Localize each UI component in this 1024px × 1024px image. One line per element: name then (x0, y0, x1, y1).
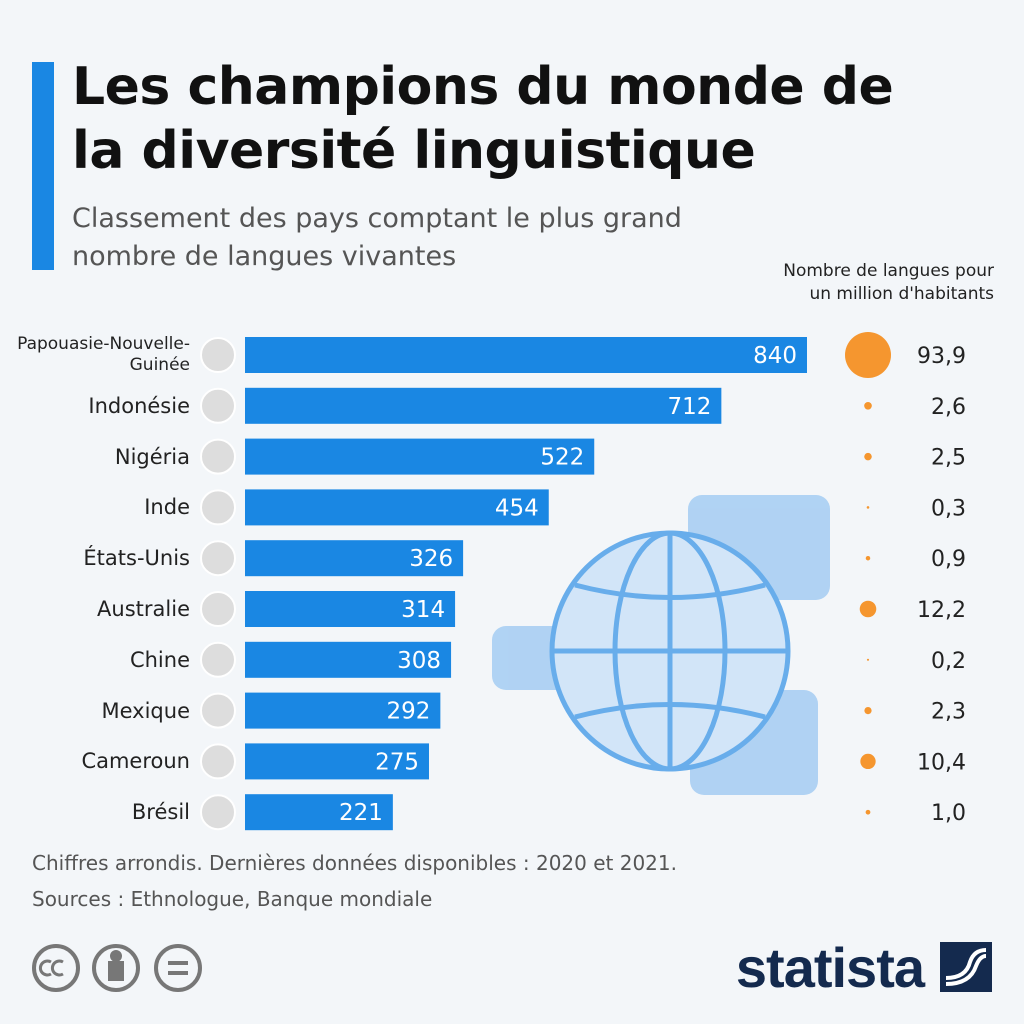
bubble (860, 753, 876, 770)
note: Chiffres arrondis. Dernières données dis… (32, 851, 677, 875)
flag-icon (200, 489, 236, 526)
bar-value-label: 522 (540, 445, 584, 471)
globe-illustration (492, 495, 830, 795)
flag-icon (200, 743, 236, 780)
bar-value-label: 326 (409, 546, 453, 572)
source: Sources : Ethnologue, Banque mondiale (32, 887, 433, 911)
flag-icon (200, 692, 236, 729)
flag-icon (200, 387, 236, 424)
brand-logo (940, 942, 992, 992)
bubble (864, 452, 872, 461)
bar (245, 591, 456, 627)
bar-value-label: 221 (339, 800, 383, 826)
bubble-label: Nombre de langues pour un million d'habi… (783, 261, 994, 304)
flag-icon (200, 641, 236, 678)
bubble-value-label: 12,2 (917, 598, 966, 623)
category-label: Cameroun (81, 749, 190, 774)
bubble (866, 658, 870, 661)
bubble (865, 555, 871, 561)
bubble-value-label: 2,5 (931, 446, 966, 471)
chart-title: Les champions du monde de la diversité l… (72, 57, 894, 181)
bubble (866, 506, 870, 509)
category-label: Papouasie-Nouvelle-Guinée (17, 334, 190, 375)
bar (245, 387, 722, 424)
bar (245, 794, 393, 831)
category-label: Chine (129, 647, 190, 672)
bubble-value-label: 0,9 (931, 547, 966, 572)
category-label: États-Unis (83, 546, 190, 571)
bar (245, 743, 429, 780)
bubble-value-label: 0,2 (931, 649, 966, 674)
bar (245, 692, 441, 729)
bar-value-label: 314 (401, 597, 445, 623)
bubble-value-label: 93,9 (917, 344, 966, 369)
bar-value-label: 275 (375, 749, 419, 775)
bar-value-label: 308 (397, 648, 441, 674)
bar (245, 540, 464, 577)
category-label: Nigéria (114, 444, 190, 469)
category-label: Mexique (101, 698, 191, 723)
bubble-value-label: 0,3 (931, 496, 966, 521)
bar-value-label: 292 (386, 699, 430, 725)
bar (245, 337, 807, 373)
brand: statista (735, 936, 925, 999)
bar-value-label: 712 (667, 394, 711, 420)
bubble (864, 707, 872, 715)
bar (245, 641, 452, 678)
flag-icon (200, 540, 236, 577)
bubble-value-label: 2,6 (931, 395, 966, 420)
chart-subtitle: Classement des pays comptant le plus gra… (72, 203, 682, 272)
bar (245, 438, 595, 475)
flag-icon (200, 337, 236, 373)
license-icons (32, 944, 202, 992)
category-label: Brésil (131, 800, 190, 825)
bar-value-label: 840 (753, 343, 797, 369)
category-label: Inde (144, 495, 190, 520)
bar (245, 489, 549, 526)
flag-icon (200, 438, 236, 475)
bubble (865, 809, 871, 815)
bar-value-label: 454 (495, 495, 539, 521)
category-label: Indonésie (88, 393, 190, 418)
bubble-value-label: 1,0 (931, 801, 966, 826)
bubble-value-label: 10,4 (917, 750, 966, 775)
category-label: Australie (97, 597, 190, 621)
bubble (864, 401, 872, 410)
flag-icon (200, 794, 236, 831)
bubble (859, 600, 877, 618)
bubble-value-label: 2,3 (931, 700, 966, 725)
accent-bar (32, 62, 54, 270)
flag-icon (200, 591, 236, 627)
bubble (845, 332, 891, 378)
footnote: Chiffres arrondis. Dernières données dis… (32, 845, 677, 917)
